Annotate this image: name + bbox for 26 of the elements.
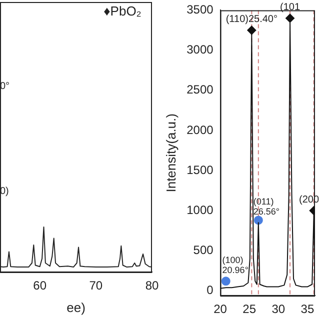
y-tick-label: 2000 <box>186 122 214 137</box>
x-tick-label: 20 <box>214 302 228 316</box>
x-tick-label: 35 <box>300 302 314 316</box>
y-axis-title: Intensity(a.u.) <box>163 114 178 192</box>
point <box>247 26 256 35</box>
text: ♦PbO₂ <box>104 3 142 18</box>
x-tick-label: 60 <box>33 278 47 293</box>
point <box>286 14 295 23</box>
x-axis-title: ee) <box>66 300 86 315</box>
annotation: (100) 20.96° <box>222 255 249 276</box>
y-tick-label: 1000 <box>186 202 214 217</box>
x-tick-label: 70 <box>89 278 103 293</box>
y-tick-label: 3000 <box>186 42 214 57</box>
annotation: (011) 26.56° <box>253 196 280 217</box>
y-tick-label: 0 <box>206 283 214 298</box>
y-tick-label: 500 <box>193 243 214 258</box>
x-tick-label: 30 <box>272 302 286 316</box>
y-tick-label: 2500 <box>186 82 214 97</box>
point <box>221 276 230 286</box>
annotation: (101 <box>280 2 300 13</box>
point <box>254 216 263 225</box>
x-tick-label: 25 <box>242 302 256 316</box>
y-tick-label: 3500 <box>186 2 214 17</box>
x-tick-label: 80 <box>145 278 159 293</box>
y-tick-label: 1500 <box>186 162 214 177</box>
annotation: (110)25.40° <box>226 14 278 25</box>
